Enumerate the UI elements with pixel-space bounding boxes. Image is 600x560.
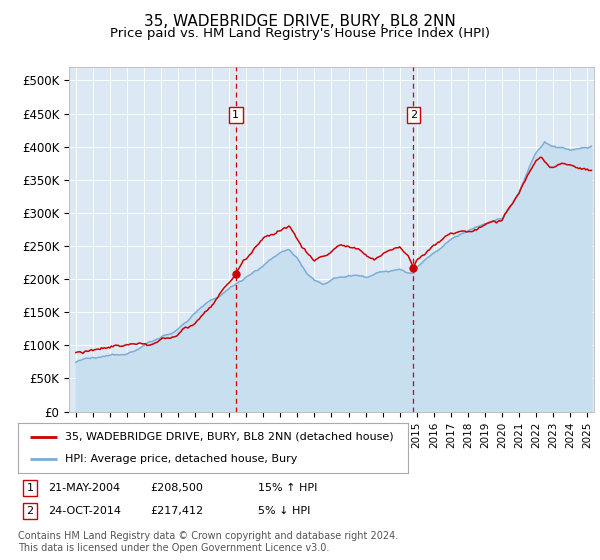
Text: Contains HM Land Registry data © Crown copyright and database right 2024.: Contains HM Land Registry data © Crown c… xyxy=(18,531,398,541)
Text: Price paid vs. HM Land Registry's House Price Index (HPI): Price paid vs. HM Land Registry's House … xyxy=(110,27,490,40)
Text: 1: 1 xyxy=(232,110,239,120)
Text: £217,412: £217,412 xyxy=(150,506,203,516)
Text: 35, WADEBRIDGE DRIVE, BURY, BL8 2NN: 35, WADEBRIDGE DRIVE, BURY, BL8 2NN xyxy=(144,14,456,29)
Text: 5% ↓ HPI: 5% ↓ HPI xyxy=(258,506,310,516)
Text: 21-MAY-2004: 21-MAY-2004 xyxy=(48,483,120,493)
Text: 35, WADEBRIDGE DRIVE, BURY, BL8 2NN (detached house): 35, WADEBRIDGE DRIVE, BURY, BL8 2NN (det… xyxy=(65,432,394,442)
Text: This data is licensed under the Open Government Licence v3.0.: This data is licensed under the Open Gov… xyxy=(18,543,329,553)
Text: £208,500: £208,500 xyxy=(150,483,203,493)
Text: 2: 2 xyxy=(26,506,34,516)
Text: 15% ↑ HPI: 15% ↑ HPI xyxy=(258,483,317,493)
Text: 1: 1 xyxy=(26,483,34,493)
Text: 2: 2 xyxy=(410,110,417,120)
Text: HPI: Average price, detached house, Bury: HPI: Average price, detached house, Bury xyxy=(65,454,297,464)
Text: 24-OCT-2014: 24-OCT-2014 xyxy=(48,506,121,516)
